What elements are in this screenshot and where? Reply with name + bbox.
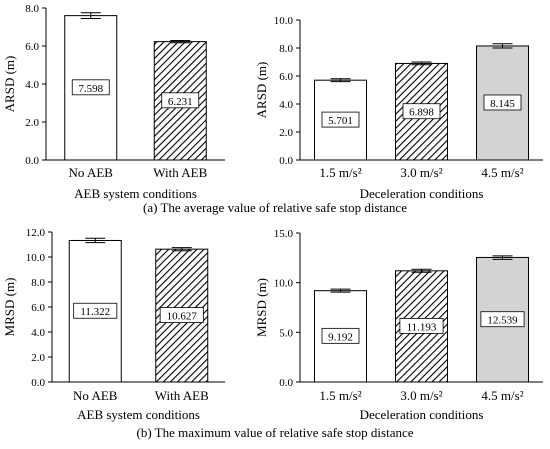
y-tick-label: 8.0	[279, 43, 293, 55]
value-label: 9.192	[328, 331, 353, 343]
chart-mrsd-aeb: 0.0 2.0 4.0 6.0 8.0 10.0 12.0 MRSD (m) 11.322 No …	[2, 227, 225, 422]
x-tick-label: With AEB	[155, 388, 209, 403]
y-tick-label: 10.0	[26, 252, 46, 264]
value-label: 5.701	[328, 115, 353, 127]
y-tick-label: 4.0	[25, 79, 39, 91]
x-tick-label: 1.5 m/s²	[319, 165, 361, 180]
value-label-box	[321, 111, 360, 128]
value-label: 6.898	[409, 107, 434, 119]
x-tick-label: No AEB	[73, 388, 118, 403]
x-tick-label: 4.5 m/s²	[481, 165, 523, 180]
chart-mrsd-deceleration: 0.0 5.0 10.0 15.0 MRSD (m) 9.192 1.5 m/s² 11.19…	[254, 228, 543, 422]
x-axis-label: AEB system conditions	[77, 407, 200, 422]
y-tick-label: 2.0	[31, 352, 45, 364]
value-label: 8.145	[490, 98, 515, 110]
y-tick-label: 15.0	[274, 228, 294, 240]
y-tick-label: 10.0	[274, 15, 294, 27]
x-axis-label: Deceleration conditions	[360, 407, 484, 422]
y-tick-label: 6.0	[279, 71, 293, 83]
caption-b: (b) The maximum value of relative safe s…	[137, 425, 414, 440]
value-label: 10.627	[167, 311, 198, 323]
y-tick-label: 0.0	[25, 155, 39, 167]
y-tick-label: 4.0	[31, 327, 45, 339]
y-tick-label: 2.0	[279, 127, 293, 139]
x-axis-label: Deceleration conditions	[360, 186, 484, 201]
value-label-box	[402, 103, 441, 120]
y-tick-label: 5.0	[279, 327, 293, 339]
value-label: 11.193	[407, 321, 437, 333]
value-label-box	[71, 79, 110, 96]
x-tick-label: 4.5 m/s²	[481, 388, 523, 403]
value-label: 11.322	[80, 306, 110, 318]
value-label: 12.539	[487, 315, 518, 327]
y-axis-label: MRSD (m)	[2, 278, 17, 337]
y-axis-label: ARSD (m)	[254, 62, 269, 119]
y-tick-label: 2.0	[25, 117, 39, 129]
value-label-box	[399, 318, 444, 334]
value-label: 6.231	[168, 96, 193, 108]
chart-arsd-deceleration: 0.0 2.0 4.0 6.0 8.0 10.0 ARSD (m) 5.701 1.5 m/s²…	[254, 15, 543, 201]
y-tick-label: 0.0	[31, 377, 45, 389]
x-tick-label: 1.5 m/s²	[319, 388, 361, 403]
y-axis-label: MRSD (m)	[254, 278, 269, 337]
y-tick-label: 0.0	[279, 377, 293, 389]
y-tick-label: 0.0	[279, 155, 293, 167]
y-tick-label: 8.0	[31, 277, 45, 289]
y-tick-label: 10.0	[274, 278, 294, 290]
y-tick-label: 8.0	[25, 3, 39, 15]
x-tick-label: 3.0 m/s²	[400, 388, 442, 403]
chart-arsd-aeb: 0.0 2.0 4.0 6.0 8.0 ARSD (m) 7.598 No AEB 6.231 W…	[2, 3, 225, 201]
y-axis-label: ARSD (m)	[2, 56, 17, 113]
value-label-box	[321, 327, 360, 344]
x-tick-label: No AEB	[69, 165, 114, 180]
value-label-box	[73, 302, 118, 319]
value-label-box	[159, 307, 204, 323]
value-label-box	[161, 92, 200, 109]
y-tick-label: 12.0	[26, 227, 46, 239]
value-label-box	[483, 94, 522, 111]
caption-a: (a) The average value of relative safe s…	[143, 200, 407, 215]
y-tick-label: 6.0	[31, 302, 45, 314]
x-tick-label: 3.0 m/s²	[400, 165, 442, 180]
value-label-box	[480, 311, 525, 328]
value-label: 7.598	[78, 83, 103, 95]
x-tick-label: With AEB	[153, 165, 207, 180]
y-tick-label: 4.0	[279, 99, 293, 111]
y-tick-label: 6.0	[25, 41, 39, 53]
x-axis-label: AEB system conditions	[74, 186, 197, 201]
